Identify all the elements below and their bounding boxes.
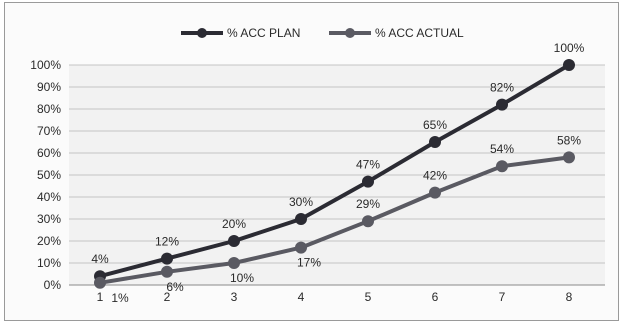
y-tick-label: 60% — [37, 146, 61, 160]
data-point — [496, 160, 508, 173]
data-label: 54% — [490, 142, 514, 156]
series-line — [99, 63, 571, 279]
y-tick-label: 0% — [44, 278, 62, 292]
data-point — [161, 265, 173, 278]
data-label: 29% — [356, 197, 380, 211]
legend: % ACC PLAN % ACC ACTUAL — [181, 26, 464, 40]
data-point — [496, 98, 508, 111]
data-label: 6% — [166, 280, 184, 294]
data-label: 82% — [490, 81, 514, 95]
y-tick-label: 70% — [37, 124, 61, 138]
y-tick-label: 100% — [30, 58, 61, 72]
data-point — [228, 235, 240, 247]
series-1: 1%6%10%17%29%42%54%58% — [94, 133, 581, 305]
data-point — [563, 59, 575, 71]
data-label: 47% — [356, 158, 380, 172]
data-point — [362, 175, 374, 188]
x-tick-label: 1 — [97, 290, 104, 304]
data-label: 30% — [289, 195, 313, 209]
data-label: 20% — [222, 217, 246, 231]
y-tick-label: 50% — [37, 168, 61, 182]
data-label: 1% — [111, 291, 129, 305]
legend-label: % ACC ACTUAL — [375, 26, 464, 40]
x-tick-label: 2 — [164, 290, 171, 304]
data-label: 12% — [155, 235, 179, 249]
series-line — [99, 155, 570, 285]
x-tick-label: 5 — [365, 290, 372, 304]
data-point — [161, 252, 173, 265]
data-point — [295, 213, 307, 225]
y-axis-tick-labels: 0% 10% 20% 30% 40% 50% 60% 70% 80% 90% 100% — [30, 58, 61, 292]
data-point — [563, 151, 575, 164]
x-tick-label: 4 — [298, 290, 305, 304]
legend-marker — [345, 28, 355, 38]
data-label: 4% — [91, 252, 109, 266]
x-tick-label: 7 — [499, 290, 506, 304]
series-layer: 4% 12% 20% 30% 47% 65% 82% 100% 1% 6% 10% 17% 29% 42%… — [91, 41, 584, 305]
data-point — [429, 186, 441, 199]
x-axis-tick-labels: 1 2 3 4 5 6 7 8 — [97, 290, 573, 304]
y-tick-label: 10% — [37, 256, 61, 270]
y-tick-label: 40% — [37, 190, 61, 204]
x-tick-label: 3 — [231, 290, 238, 304]
data-point — [94, 276, 106, 289]
data-label: 17% — [297, 256, 321, 270]
data-point — [228, 257, 240, 269]
legend-label: % ACC PLAN — [227, 26, 300, 40]
data-point — [429, 136, 441, 148]
y-tick-label: 80% — [37, 102, 61, 116]
gridlines — [69, 64, 605, 286]
data-point — [362, 215, 374, 228]
x-tick-label: 6 — [432, 290, 439, 304]
legend-marker — [197, 28, 207, 38]
series-0: 4% 12% 20% 30% 47% 65% 82% 100% — [91, 41, 585, 283]
data-point — [295, 241, 307, 254]
y-tick-label: 90% — [37, 80, 61, 94]
y-tick-label: 30% — [37, 212, 61, 226]
y-tick-label: 20% — [37, 234, 61, 248]
data-label: 10% — [230, 271, 254, 285]
data-label: 100% — [554, 41, 585, 55]
chart-frame: 0% 10% 20% 30% 40% 50% 60% 70% 80% 90% 100% 1 2 3 4 5 6… — [4, 2, 619, 321]
data-label: 65% — [423, 118, 447, 132]
data-label: 58% — [557, 133, 581, 147]
x-tick-label: 8 — [566, 290, 573, 304]
data-label: 42% — [423, 169, 447, 183]
line-chart: 0% 10% 20% 30% 40% 50% 60% 70% 80% 90% 100% 1 2 3 4 5 6… — [30, 26, 605, 305]
